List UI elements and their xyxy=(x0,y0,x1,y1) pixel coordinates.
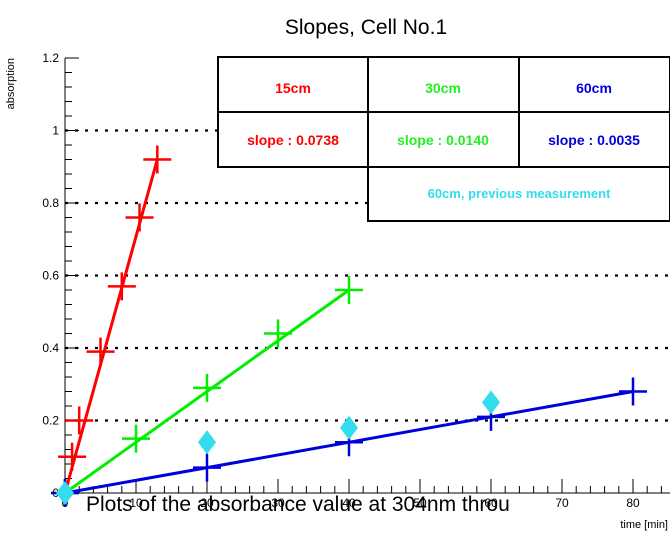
data-point xyxy=(340,415,358,440)
data-point xyxy=(125,203,154,232)
legend: 15cm 30cm 60cm slope : 0.0738 slope : 0.… xyxy=(217,56,670,222)
y-tick-label: 0.6 xyxy=(42,269,59,283)
legend-header-60cm: 60cm xyxy=(576,80,612,96)
data-point xyxy=(198,430,216,455)
y-tick-label: 0.4 xyxy=(42,341,59,355)
x-axis-label: time [min] xyxy=(620,519,668,531)
x-tick-label: 10 xyxy=(129,496,143,510)
data-point xyxy=(193,453,221,482)
x-tick-label: 30 xyxy=(271,496,285,510)
legend-note: 60cm, previous measurement xyxy=(428,186,611,201)
legend-slope-30cm: slope : 0.0140 xyxy=(397,132,489,148)
legend-slope-15cm: slope : 0.0738 xyxy=(247,132,339,148)
x-tick-label: 70 xyxy=(555,496,569,510)
data-point xyxy=(193,373,221,402)
x-tick-label: 80 xyxy=(626,496,640,510)
data-point xyxy=(86,337,115,366)
data-point xyxy=(335,276,363,304)
fit-line xyxy=(63,159,159,494)
y-axis-label: absorption xyxy=(5,58,17,109)
data-point xyxy=(264,319,292,348)
data-point xyxy=(143,145,172,174)
data-point xyxy=(619,377,647,406)
data-point xyxy=(56,481,74,505)
axes: 00.20.40.60.811.201020304050607080 xyxy=(42,51,670,510)
data-point xyxy=(107,272,136,301)
x-tick-label: 20 xyxy=(200,496,214,510)
figure-caption: Plots of the absorbance value at 304nm t… xyxy=(86,493,510,516)
data-point xyxy=(122,424,150,453)
x-tick-label: 60 xyxy=(484,496,498,510)
legend-header-15cm: 15cm xyxy=(275,80,311,96)
y-tick-label: 0.8 xyxy=(42,196,59,210)
data-point xyxy=(65,406,94,435)
data-markers xyxy=(51,145,647,507)
data-point xyxy=(482,390,500,415)
data-point xyxy=(58,442,87,471)
legend-header-30cm: 30cm xyxy=(425,80,461,96)
x-tick-label: 50 xyxy=(413,496,427,510)
chart-title: Slopes, Cell No.1 xyxy=(285,16,447,39)
x-tick-label: 40 xyxy=(342,496,356,510)
y-tick-label: 0.2 xyxy=(42,414,59,428)
y-tick-label: 1 xyxy=(52,124,59,138)
y-tick-label: 1.2 xyxy=(42,51,59,65)
legend-slope-60cm: slope : 0.0035 xyxy=(548,132,640,148)
